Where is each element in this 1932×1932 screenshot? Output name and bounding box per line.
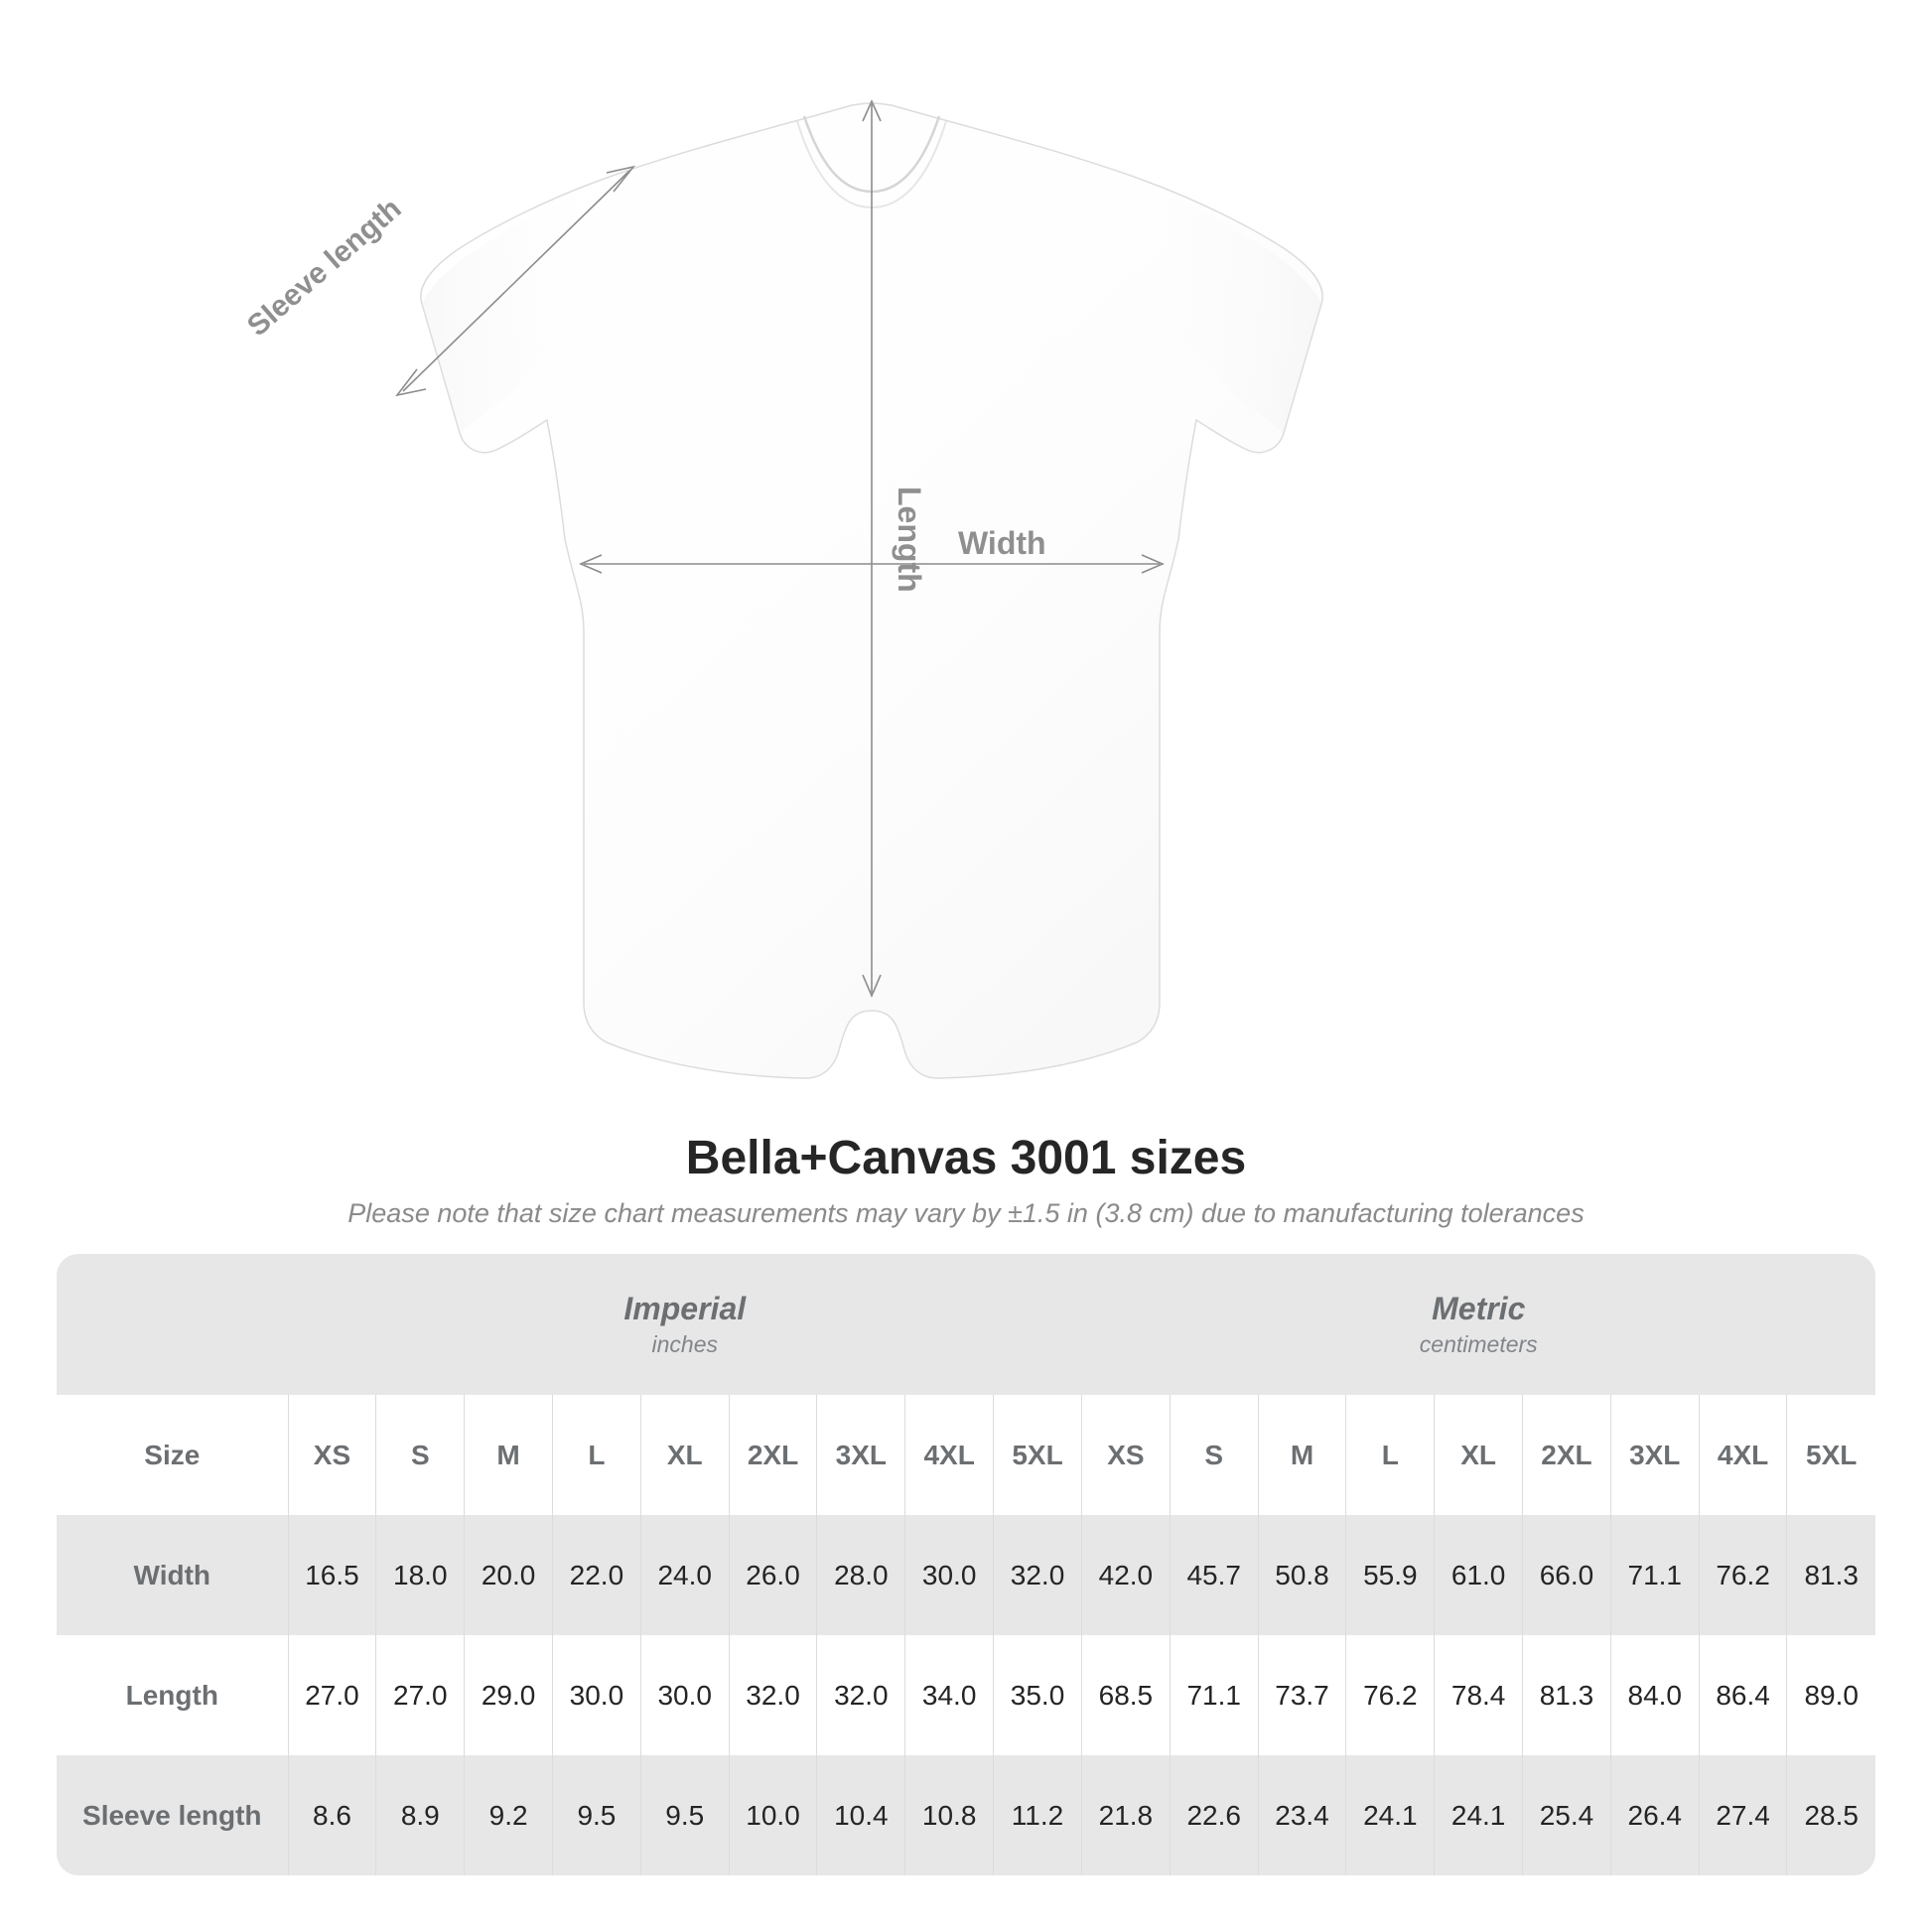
- svg-text:Sleeve length: Sleeve length: [241, 192, 408, 343]
- svg-text:Width: Width: [958, 525, 1046, 561]
- svg-text:Length: Length: [892, 486, 927, 593]
